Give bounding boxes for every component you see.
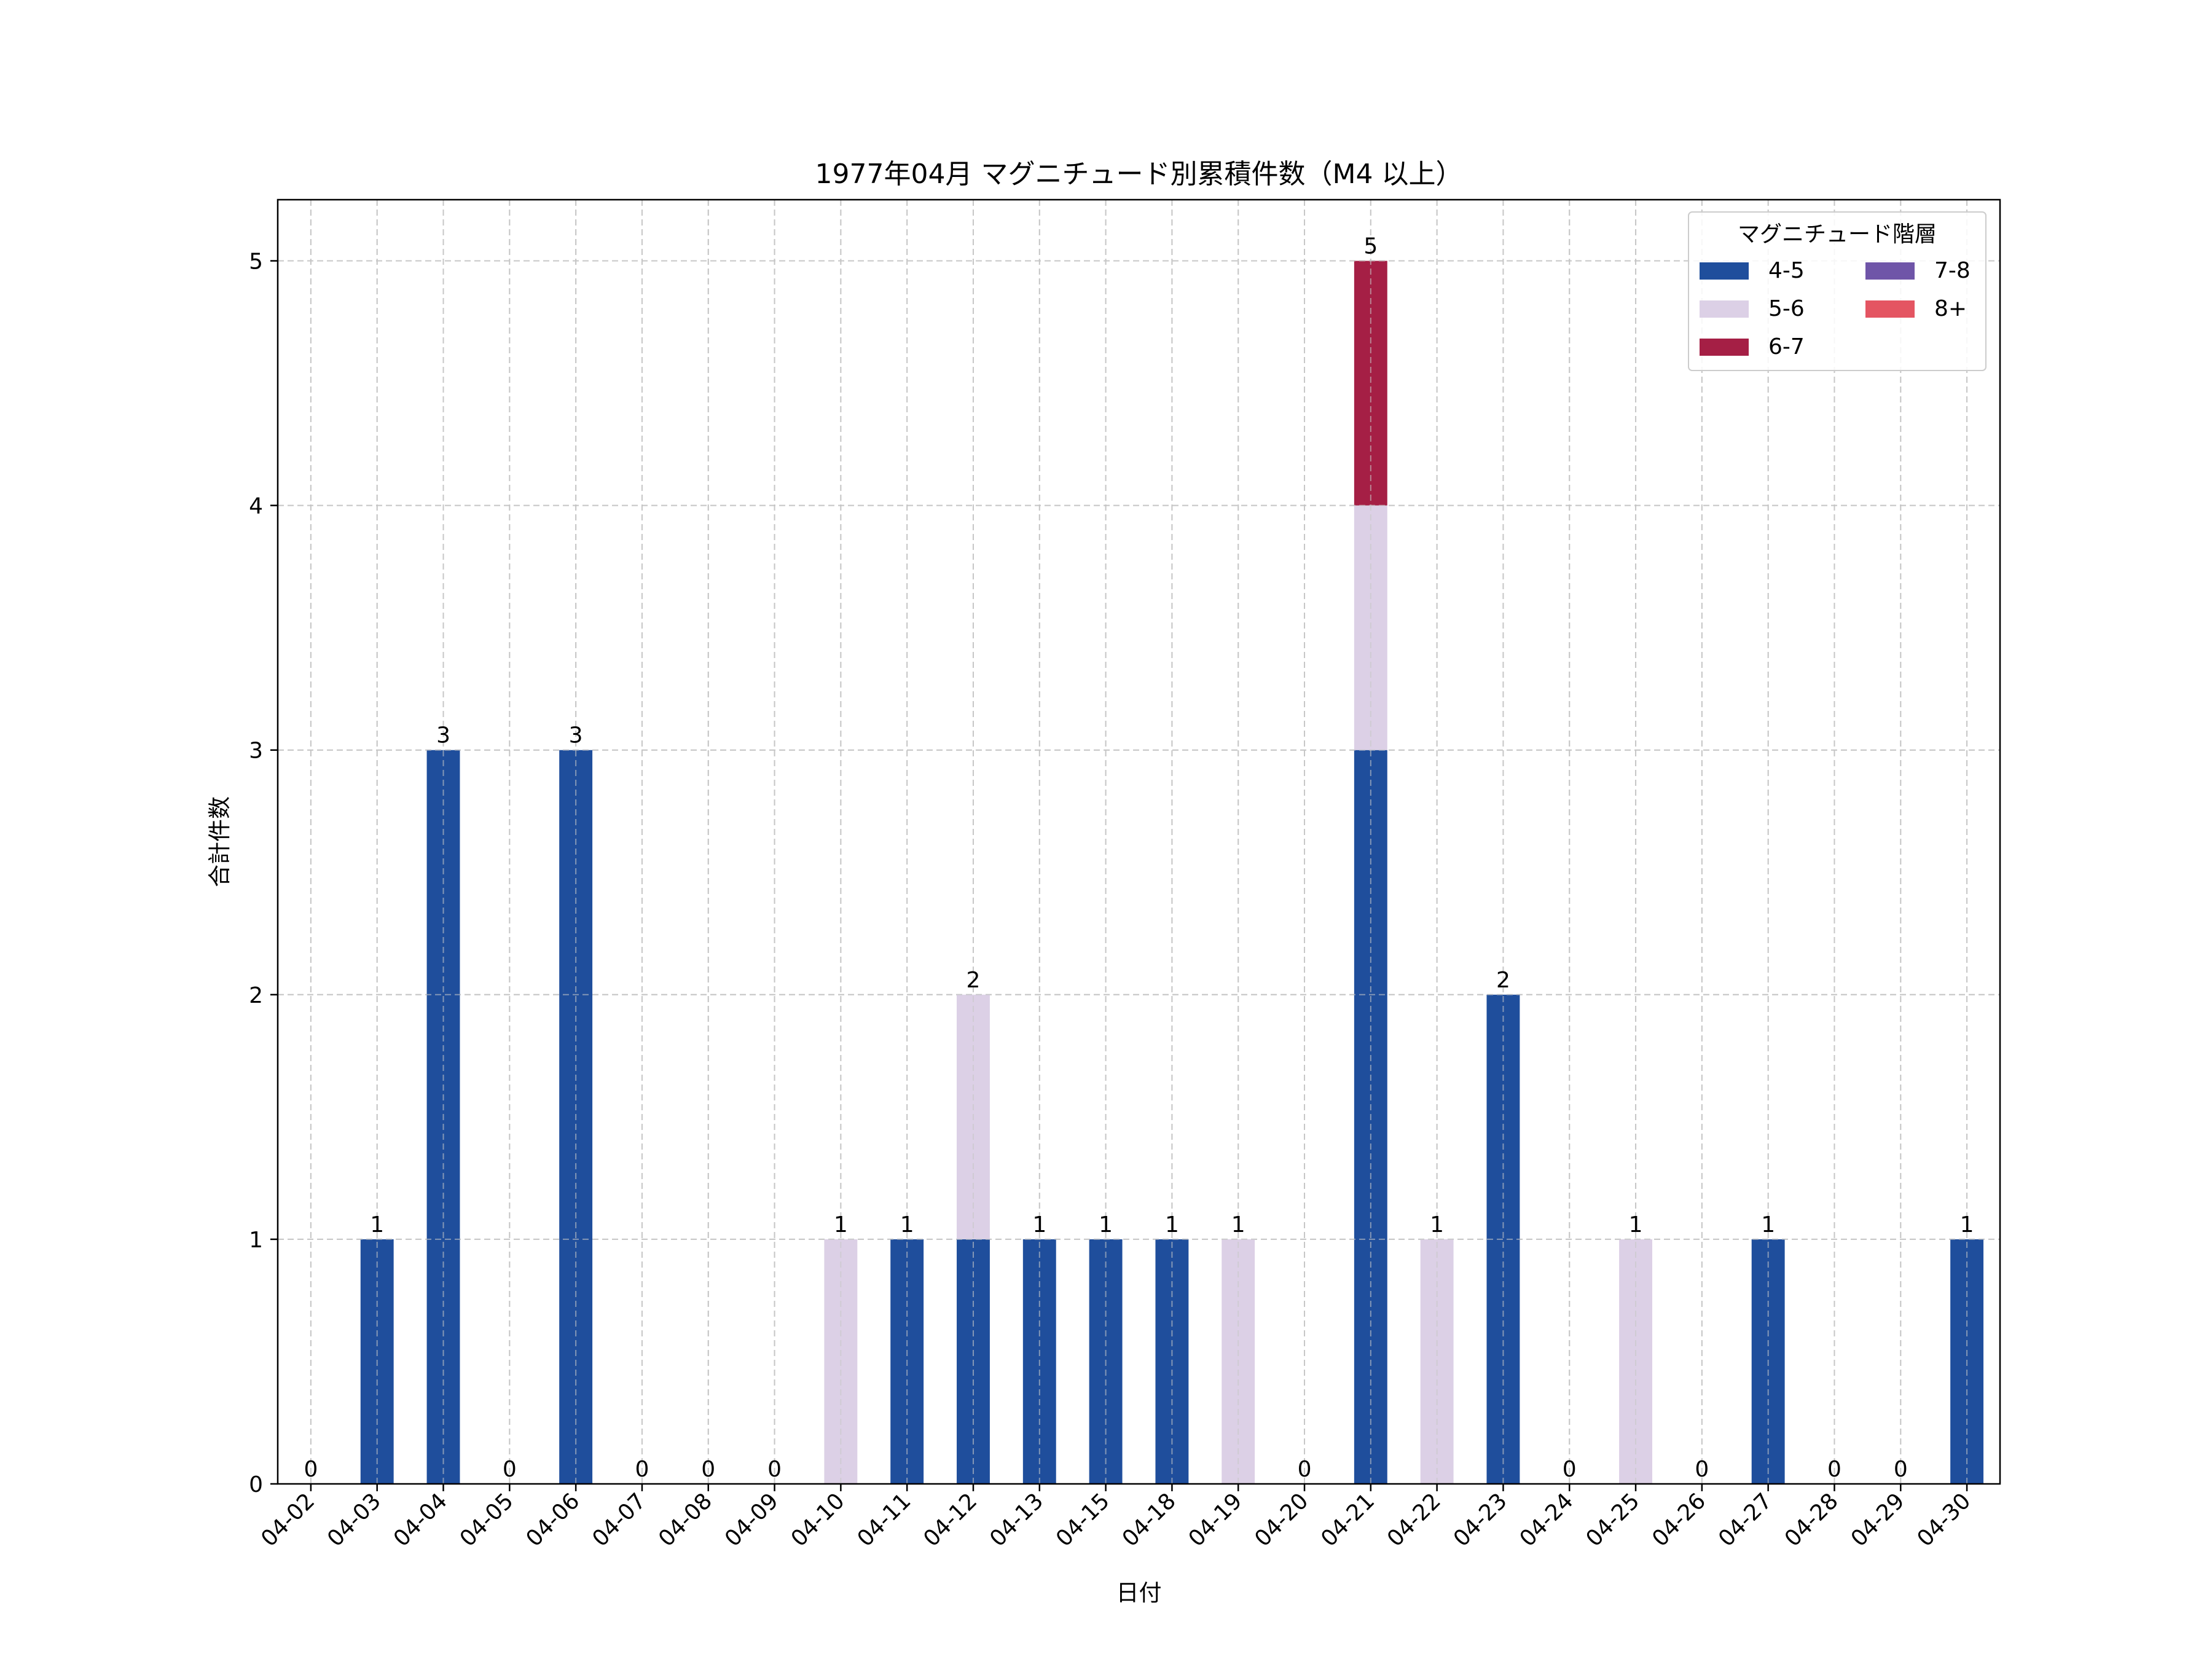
- bar-total-label: 1: [1099, 1212, 1113, 1237]
- y-tick-label: 0: [249, 1472, 263, 1497]
- bar-total-label: 1: [1761, 1212, 1775, 1237]
- legend: マグニチュード階層 4-5 5-6 6-7 7-8 8+: [1688, 211, 1986, 371]
- y-tick-label: 2: [249, 983, 263, 1008]
- y-axis-label: 合計件数: [206, 796, 233, 887]
- bar-total-label: 0: [1894, 1457, 1908, 1482]
- legend-box: [1688, 211, 1986, 371]
- bar-total-label: 0: [635, 1457, 649, 1482]
- y-tick-label: 5: [249, 249, 263, 275]
- y-tick-label: 3: [249, 739, 263, 764]
- bars: [278, 200, 2000, 1484]
- bar-total-label: 1: [1231, 1212, 1245, 1237]
- bar-total-label: 0: [1563, 1457, 1577, 1482]
- bar-total-label: 1: [1430, 1212, 1444, 1237]
- legend-swatch: [1700, 339, 1749, 356]
- legend-item: 6-7: [1700, 334, 1805, 359]
- bar-total-label: 1: [1165, 1212, 1179, 1237]
- bar-total-label: 2: [1496, 968, 1510, 993]
- bar-total-label: 1: [1629, 1212, 1643, 1237]
- legend-label: 7-8: [1934, 258, 1971, 283]
- bar-total-label: 1: [834, 1212, 848, 1237]
- bar-total-label: 0: [304, 1457, 318, 1482]
- bar-total-label: 2: [967, 968, 981, 993]
- legend-item: 5-6: [1700, 296, 1805, 321]
- bar-total-label: 3: [569, 723, 583, 748]
- x-axis-label: 日付: [1116, 1580, 1162, 1606]
- legend-label: 5-6: [1768, 296, 1805, 321]
- legend-swatch: [1865, 262, 1915, 280]
- chart-title: 1977年04月 マグニチュード別累積件数（M4 以上）: [815, 159, 1463, 190]
- y-tick-label: 4: [249, 494, 263, 519]
- y-tick-label: 1: [249, 1228, 263, 1253]
- bar-total-label: 3: [436, 723, 450, 748]
- legend-title: マグニチュード階層: [1738, 222, 1937, 247]
- legend-swatch: [1700, 262, 1749, 280]
- plot-area-frame: [276, 198, 2001, 1485]
- legend-item: 7-8: [1865, 258, 1971, 283]
- legend-label: 4-5: [1768, 258, 1805, 283]
- bar-total-label: 1: [370, 1212, 384, 1237]
- y-axis: 0 1 2 3 4 5: [249, 249, 278, 1497]
- bar-total-label: 0: [701, 1457, 715, 1482]
- bar-total-label: 0: [1695, 1457, 1709, 1482]
- bar-total-label: 0: [1827, 1457, 1841, 1482]
- legend-swatch: [1700, 300, 1749, 318]
- legend-item: 4-5: [1700, 258, 1805, 283]
- legend-label: 8+: [1934, 296, 1967, 321]
- legend-label: 6-7: [1768, 334, 1805, 359]
- bar-total-labels: 0 1 3 0 3 0 0 0 1 1 2 1 1 1 1 0 5 1 2 0 1 0 1 0 0 1: [304, 234, 1974, 1482]
- bar-total-label: 1: [1032, 1212, 1046, 1237]
- bar-total-label: 0: [503, 1457, 517, 1482]
- bar-total-label: 1: [1960, 1212, 1974, 1237]
- legend-item: 8+: [1865, 296, 1967, 321]
- bar-total-label: 5: [1363, 234, 1378, 259]
- legend-swatch: [1865, 300, 1915, 318]
- bar-total-label: 0: [1298, 1457, 1312, 1482]
- bar-total-label: 0: [767, 1457, 782, 1482]
- bar-total-label: 1: [900, 1212, 914, 1237]
